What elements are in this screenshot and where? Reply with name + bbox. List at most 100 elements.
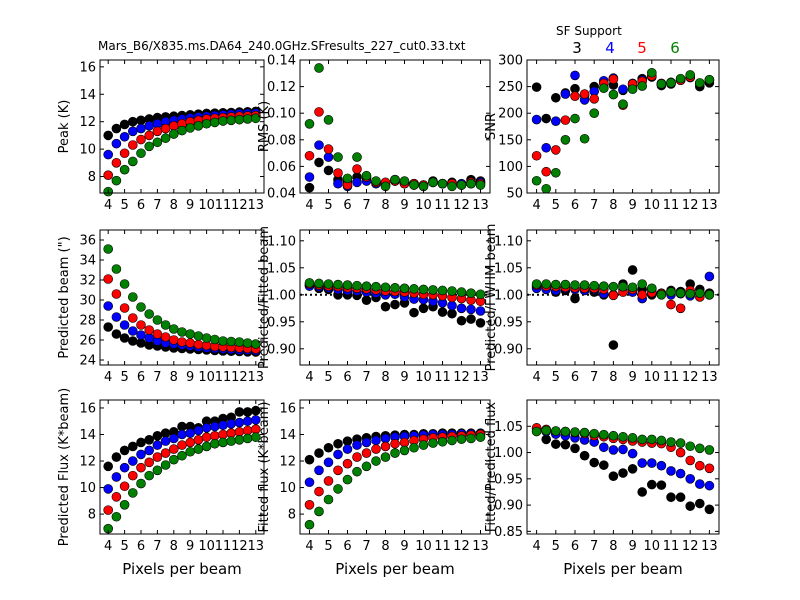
- data-point: [185, 428, 195, 438]
- data-point: [128, 456, 138, 466]
- data-point: [352, 452, 362, 462]
- data-point: [418, 440, 429, 450]
- data-point: [304, 477, 315, 488]
- data-point: [111, 511, 122, 522]
- data-point: [352, 177, 362, 188]
- data-point: [103, 505, 113, 515]
- data-point: [589, 280, 600, 291]
- data-point: [103, 130, 113, 141]
- x-tick-label: 11: [434, 198, 451, 213]
- data-point: [234, 427, 245, 437]
- data-point: [608, 290, 619, 301]
- x-tick-label: 9: [186, 370, 194, 385]
- data-point: [218, 437, 228, 448]
- data-point: [428, 285, 438, 295]
- x-tick-label: 6: [137, 198, 145, 213]
- data-point: [177, 327, 187, 337]
- data-point: [314, 486, 324, 497]
- y-tick-label: 0.08: [267, 133, 296, 148]
- data-point: [119, 500, 130, 510]
- data-point: [646, 434, 657, 445]
- data-point: [541, 142, 552, 153]
- x-tick-label: 5: [324, 539, 332, 554]
- x-tick-label: 6: [571, 370, 579, 385]
- data-point: [352, 466, 362, 477]
- data-point: [333, 178, 343, 189]
- x-tick-label: 8: [609, 198, 617, 213]
- data-point: [627, 265, 638, 275]
- x-tick-label: 4: [532, 539, 540, 554]
- data-point: [390, 299, 400, 310]
- y-tick-label: 0.90: [494, 499, 523, 514]
- data-point: [177, 440, 187, 450]
- data-point: [193, 339, 204, 350]
- x-tick-label: 10: [415, 539, 432, 554]
- data-point: [409, 284, 419, 294]
- data-point: [390, 282, 400, 293]
- data-point: [119, 164, 130, 175]
- data-point: [242, 433, 253, 444]
- data-point: [685, 455, 696, 466]
- data-point: [314, 140, 324, 150]
- x-tick-label: 4: [532, 198, 540, 213]
- data-point: [136, 330, 146, 340]
- data-point: [177, 337, 187, 347]
- data-point: [371, 444, 381, 454]
- data-point: [637, 487, 648, 497]
- data-point: [201, 441, 212, 452]
- y-tick-label: 36: [79, 234, 96, 249]
- x-tick-label: 7: [362, 539, 370, 554]
- data-point: [637, 289, 648, 300]
- data-point: [226, 115, 236, 126]
- data-point: [598, 281, 609, 291]
- data-point: [304, 454, 315, 465]
- data-point: [193, 425, 204, 436]
- legend-entry-6: 6: [670, 39, 680, 57]
- data-point: [136, 115, 146, 126]
- y-tick-label: 100: [498, 160, 523, 175]
- x-tick-label: 7: [590, 198, 598, 213]
- data-point: [323, 476, 334, 486]
- data-point: [304, 500, 315, 510]
- data-point: [589, 94, 600, 104]
- data-point: [675, 447, 686, 458]
- data-point: [371, 435, 381, 446]
- data-point: [314, 107, 324, 117]
- panel-9: 4 5 6 7 8 9 10 11 12 13 0.85 0.90 0.95 1.00 1.05Fitted…: [484, 399, 720, 578]
- data-point: [160, 448, 171, 458]
- data-point: [160, 320, 171, 330]
- y-tick-label: 30: [79, 294, 96, 309]
- data-point: [333, 449, 343, 460]
- data-point: [570, 427, 580, 437]
- panel-6: 4 5 6 7 8 9 10 11 12 13 0.90 0.95 1.00 1.05 1.10Predic…: [484, 224, 720, 385]
- data-point: [399, 445, 410, 456]
- y-tick-label: 0.90: [267, 342, 296, 357]
- data-point: [304, 278, 315, 288]
- data-point: [656, 480, 667, 490]
- legend: SF Support 3 4 5 6: [556, 24, 680, 57]
- x-tick-label: 8: [381, 370, 389, 385]
- x-tick-label: 6: [137, 539, 145, 554]
- x-tick-label: 7: [362, 198, 370, 213]
- x-tick-label: 12: [453, 198, 470, 213]
- y-tick-label: 1.00: [494, 288, 523, 303]
- data-point: [618, 431, 628, 442]
- x-tick-label: 10: [198, 539, 215, 554]
- data-point: [531, 175, 542, 186]
- x-tick-label: 5: [552, 539, 560, 554]
- y-axis-label: SNR: [484, 113, 499, 140]
- data-point: [675, 438, 686, 448]
- x-tick-label: 7: [590, 370, 598, 385]
- data-point: [218, 429, 228, 440]
- data-point: [128, 313, 138, 323]
- data-point: [570, 113, 580, 124]
- y-axis-label: Fitted flux (K*beam): [257, 401, 272, 532]
- data-point: [656, 79, 667, 89]
- data-point: [169, 454, 179, 465]
- data-point: [409, 307, 419, 318]
- data-point: [541, 166, 552, 177]
- axes-frame: [299, 59, 491, 194]
- data-point: [560, 279, 571, 290]
